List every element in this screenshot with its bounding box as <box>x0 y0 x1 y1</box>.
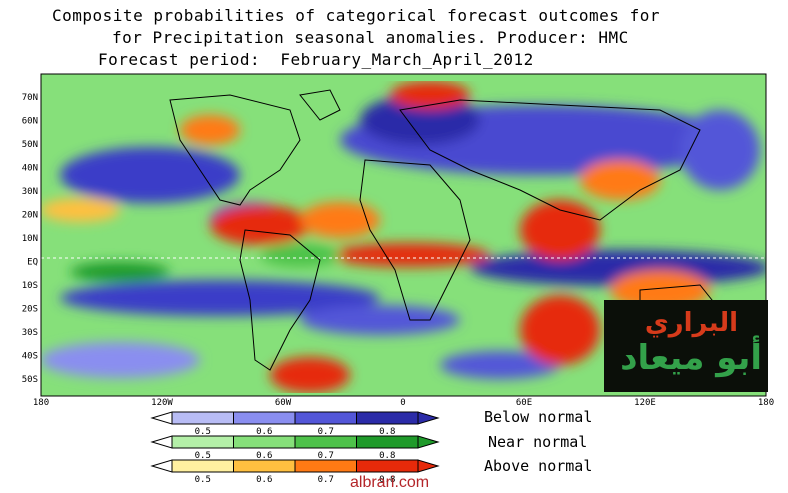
legend-swatch <box>171 411 234 425</box>
legend-tick-label: 0.8 <box>379 475 395 485</box>
lat-label: 50S <box>22 375 38 385</box>
legend-below-normal-label: Below normal <box>484 408 593 426</box>
legend-tick-label: 0.6 <box>256 427 272 437</box>
coastlines <box>169 89 721 371</box>
legend-arrow-left <box>150 411 173 425</box>
lon-label: 120E <box>634 398 656 408</box>
legend-swatch <box>171 459 234 473</box>
longitude-labels: 180 120W 60W 0 60E 120E 180 <box>33 398 774 408</box>
badge-line-1: البراري <box>644 308 738 338</box>
lat-label: 60N <box>22 117 38 127</box>
legend-tick-label: 0.8 <box>379 451 395 461</box>
lat-label: 20S <box>22 305 38 315</box>
lon-label: 60E <box>516 398 532 408</box>
legend-swatch <box>294 411 357 425</box>
legend-arrow-left <box>150 459 173 473</box>
latitude-labels: 70N 60N 50N 40N 30N 20N 10N EQ 10S 20S 30S 40S 50S <box>22 93 38 385</box>
legend-arrow-right <box>417 411 440 425</box>
legend-swatch <box>233 459 296 473</box>
legend-tick-label: 0.5 <box>195 451 211 461</box>
legend-swatch <box>356 459 419 473</box>
legend-swatch <box>233 435 296 449</box>
legend-swatch <box>294 435 357 449</box>
lat-label: 70N <box>22 93 38 103</box>
lon-label: 0 <box>400 398 405 408</box>
lat-label: 10N <box>22 234 38 244</box>
legend-swatch <box>294 459 357 473</box>
legend-tick-label: 0.8 <box>379 427 395 437</box>
legend-tick-label: 0.5 <box>195 427 211 437</box>
legend-swatch <box>171 435 234 449</box>
lon-label: 120W <box>151 398 173 408</box>
legend-tick-label: 0.7 <box>318 451 334 461</box>
legend-tick-label: 0.5 <box>195 475 211 485</box>
lat-label: 40S <box>22 352 38 362</box>
legend-arrow-left <box>150 435 173 449</box>
lon-label: 60W <box>275 398 292 408</box>
legend-arrow-right <box>417 459 440 473</box>
title-line-2: for Precipitation seasonal anomalies. Pr… <box>112 28 629 47</box>
legend-tick-label: 0.6 <box>256 451 272 461</box>
lat-label: 10S <box>22 281 38 291</box>
legend-tick-label: 0.6 <box>256 475 272 485</box>
lat-label: 20N <box>22 211 38 221</box>
legend-near-normal-label: Near normal <box>488 433 588 451</box>
legend-swatch <box>356 411 419 425</box>
title-line-1: Composite probabilities of categorical f… <box>52 6 660 25</box>
badge-line-2: أبو ميعاد <box>620 338 762 378</box>
watermark-url: albrari.com <box>350 474 430 491</box>
lat-label: 30N <box>22 187 38 197</box>
watermark-badge: البراري أبو ميعاد <box>604 300 768 392</box>
lat-label: EQ <box>27 258 38 268</box>
legend-swatch <box>233 411 296 425</box>
lon-label: 180 <box>758 398 774 408</box>
legend-tick-label: 0.7 <box>318 475 334 485</box>
lat-label: 30S <box>22 328 38 338</box>
lat-label: 50N <box>22 140 38 150</box>
legend-swatch <box>356 435 419 449</box>
lat-label: 40N <box>22 164 38 174</box>
title-line-3: Forecast period: February_March_April_20… <box>98 50 534 69</box>
legend-tick-label: 0.7 <box>318 427 334 437</box>
legend-arrow-right <box>417 435 440 449</box>
legend-above-normal-label: Above normal <box>484 457 593 475</box>
legend-colorbars: 0.5 0.6 0.7 0.8 0.5 0.6 0.7 0.8 0.5 0.6 0.7 0.8 <box>150 411 440 485</box>
lon-label: 180 <box>33 398 49 408</box>
